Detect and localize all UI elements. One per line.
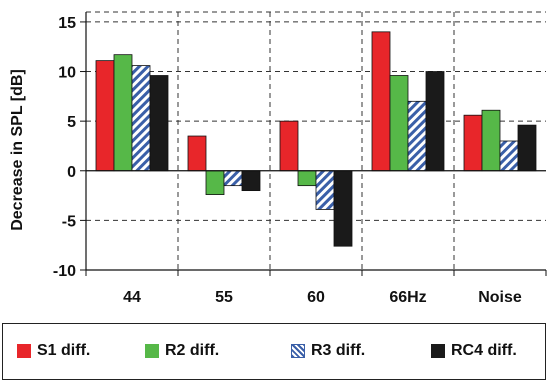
bar (95, 60, 115, 172)
y-tick-label: 0 (67, 164, 76, 181)
bar (425, 71, 445, 172)
legend-label: S1 diff. (37, 342, 91, 359)
y-tick-label: 10 (58, 65, 76, 82)
bar (131, 65, 151, 172)
bar (481, 109, 501, 172)
bar (241, 170, 261, 192)
legend-swatch (145, 344, 159, 358)
y-tick-label: -5 (62, 213, 76, 230)
bar (315, 170, 335, 210)
legend-item: R3 diff. (291, 342, 365, 360)
x-tick-label: 44 (123, 289, 141, 306)
legend-item: RC4 diff. (431, 342, 517, 360)
legend-label: R2 diff. (165, 342, 220, 359)
bar (149, 75, 169, 172)
legend-item: S1 diff. (17, 342, 90, 360)
legend-item: R2 diff. (145, 342, 219, 360)
x-tick-label: 60 (307, 289, 325, 306)
bar (333, 170, 353, 247)
y-axis-label: Decrease in SPL [dB] (9, 69, 26, 231)
legend-label: R3 diff. (311, 342, 366, 359)
bar (407, 100, 427, 172)
y-tick-label: 5 (67, 114, 76, 131)
bar (223, 170, 243, 187)
legend-swatch (291, 344, 305, 358)
bar (205, 170, 225, 195)
x-tick-label: Noise (478, 289, 522, 306)
bar (279, 120, 299, 172)
axes (80, 12, 547, 276)
x-tick-label: 66Hz (389, 289, 426, 306)
bar (297, 170, 317, 187)
legend-label: RC4 diff. (451, 342, 517, 359)
bar (389, 75, 409, 172)
x-tick-label: 55 (215, 289, 233, 306)
legend: S1 diff. R2 diff. R3 diff. RC4 diff. (2, 323, 546, 380)
chart: 15 10 5 0 -5 -10 44 55 60 66Hz Noise Decrease in S… (9, 11, 547, 306)
legend-swatch (17, 344, 31, 358)
legend-swatch (431, 344, 445, 358)
grid (86, 11, 546, 270)
bar (463, 114, 483, 172)
bar (113, 54, 133, 172)
y-tick-label: 15 (58, 15, 76, 32)
bar (187, 135, 207, 172)
y-tick-label: -10 (53, 263, 76, 280)
bar (517, 124, 537, 172)
bar (499, 140, 519, 172)
tick-labels: 15 10 5 0 -5 -10 44 55 60 66Hz Noise (53, 15, 522, 306)
bars (95, 31, 537, 247)
bar (371, 31, 391, 172)
